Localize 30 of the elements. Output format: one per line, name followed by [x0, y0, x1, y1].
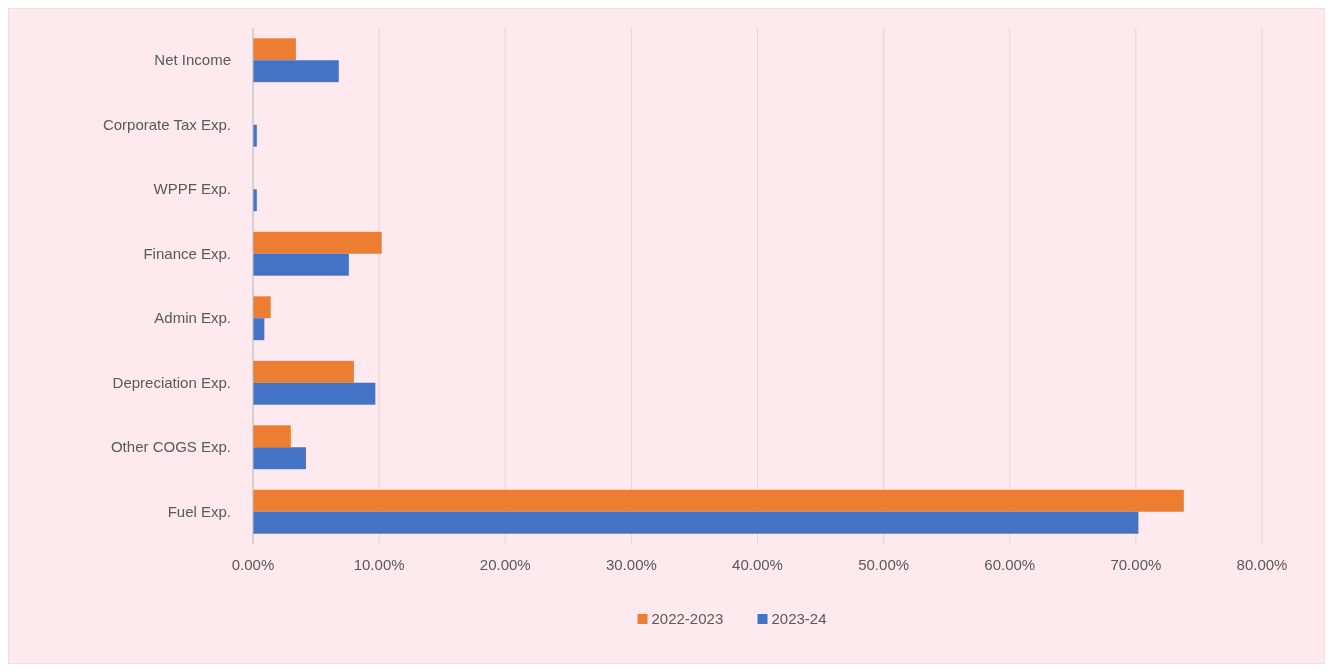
bar — [253, 425, 291, 448]
y-tick-label: Corporate Tax Exp. — [102, 115, 231, 133]
x-tick-label: 40.00% — [732, 556, 783, 573]
x-tick-label: 60.00% — [984, 556, 1036, 573]
x-tick-label: 20.00% — [479, 556, 531, 573]
x-tick-label: 70.00% — [1110, 556, 1162, 573]
bar — [253, 296, 271, 319]
bar — [253, 360, 354, 383]
bar — [253, 253, 349, 276]
bar — [253, 231, 382, 254]
y-tick-label: Other COGS Exp. — [110, 438, 231, 456]
x-tick-label: 30.00% — [605, 556, 657, 573]
legend-label: 2022-2023 — [651, 610, 724, 627]
bar — [253, 38, 296, 61]
y-tick-label: Finance Exp. — [143, 244, 231, 262]
y-tick-label: Net Income — [154, 51, 231, 69]
bar — [253, 489, 1184, 512]
y-tick-label: WPPF Exp. — [153, 180, 231, 198]
bar — [253, 60, 339, 83]
y-tick-label: Admin Exp. — [154, 309, 231, 327]
bar — [253, 447, 306, 470]
bar — [253, 511, 1139, 534]
legend-label: 2023-24 — [771, 610, 827, 627]
x-tick-label: 10.00% — [353, 556, 405, 573]
y-tick-label: Fuel Exp. — [167, 502, 231, 520]
bar — [253, 382, 376, 405]
y-tick-label: Depreciation Exp. — [112, 373, 231, 391]
x-tick-label: 0.00% — [231, 556, 275, 573]
x-tick-label: 80.00% — [1236, 556, 1288, 573]
x-tick-label: 50.00% — [858, 556, 910, 573]
